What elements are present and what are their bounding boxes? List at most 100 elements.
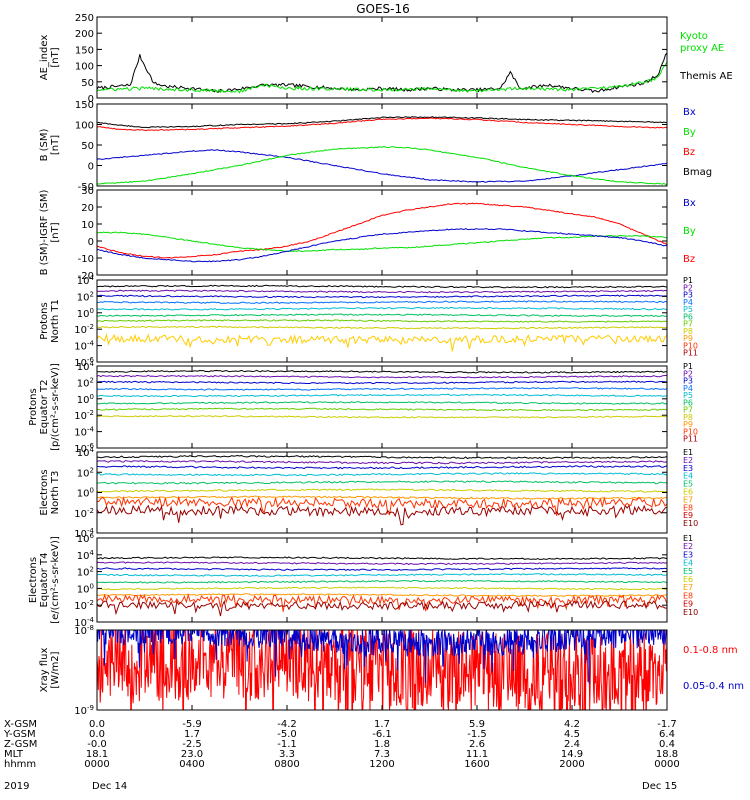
ephemeris-value: -1.1 — [277, 739, 297, 750]
series-line-2 — [97, 231, 667, 252]
ephemeris-value: 1200 — [369, 759, 394, 770]
legend-entry: E9 — [683, 600, 693, 609]
y-axis-label: AE_index — [39, 35, 50, 81]
series-line-e5 — [97, 480, 667, 485]
ephemeris-value: 1.7 — [184, 729, 200, 740]
panel-series — [97, 52, 667, 94]
legend-entry: Bx — [683, 107, 696, 118]
y-tick-label: 150 — [75, 100, 94, 111]
legend-entry: E8 — [683, 503, 693, 512]
legend-entry: E10 — [683, 608, 698, 617]
ephemeris-value: 18.1 — [86, 749, 108, 760]
legend-entry: P2 — [683, 369, 693, 378]
legend-entry: E3 — [683, 550, 693, 559]
legend-entry: P4 — [683, 298, 693, 307]
panel-8: 10-8 10-9 Xray flux [W/m2] 0.1-0.8 nm 0.05-0.… — [39, 624, 744, 717]
series-line-p3 — [97, 380, 667, 385]
y-tick-label: 10-4 — [74, 340, 94, 353]
legend-entry: E6 — [683, 575, 693, 584]
y-tick-label: 104 — [77, 549, 95, 562]
panel-frame — [96, 189, 668, 276]
ephemeris-value: 2000 — [559, 759, 584, 770]
y-axis-label: B (SM) — [39, 128, 50, 161]
ephemeris-value: 18.8 — [656, 749, 678, 760]
ephemeris-value: -2.5 — [182, 739, 202, 750]
legend-entry: P1 — [683, 276, 693, 285]
panel-3: -20 -10 0 10 20 30 B (SM)-IGRF (SM) [nT] Bx By Bz — [39, 186, 696, 282]
x-axis — [96, 17, 668, 710]
y-tick-label: 200 — [75, 29, 94, 40]
ephemeris-value: 3.3 — [279, 749, 295, 760]
legend-entry: P10 — [683, 427, 698, 436]
series-line-0-05-0-4-nm — [97, 630, 667, 684]
series-line-1 — [97, 116, 667, 129]
series-line-1 — [97, 202, 667, 259]
panel-frame — [96, 451, 668, 534]
series-line-p4 — [97, 387, 667, 391]
legend-entry: Themis AE — [679, 71, 733, 82]
y-tick-label: -20 — [78, 271, 94, 282]
panel-5: 104 102 100 10-2 10-4 10-6 Protons Equator T2 [p… — [28, 360, 698, 455]
y-axis-label: [W/m2] — [50, 651, 61, 688]
y-tick-label: 100 — [75, 62, 94, 73]
panel-series — [97, 630, 667, 710]
y-tick-label: 10-6 — [74, 356, 94, 369]
series-line-e6 — [97, 488, 667, 493]
y-axis-label: Equator T4 — [39, 553, 50, 608]
series-line-p4 — [97, 300, 667, 304]
y-tick-label: 50 — [81, 78, 94, 89]
legend-entry: P7 — [683, 320, 693, 329]
legend-entry: P6 — [683, 398, 693, 407]
ephemeris-value: -1.5 — [467, 729, 487, 740]
y-tick-label: 30 — [81, 186, 94, 197]
series-line-e7 — [97, 495, 667, 500]
series-line-p7 — [97, 407, 667, 412]
series-line-3 — [97, 149, 667, 183]
y-axis-label: Protons — [39, 302, 50, 339]
series-line-p8 — [97, 415, 667, 419]
legend-entry: By — [683, 226, 696, 237]
ephemeris-value: -6.1 — [372, 729, 392, 740]
y-tick-label: 10-9 — [74, 704, 94, 717]
ephemeris-value: 4.2 — [564, 719, 580, 730]
chart-title: GOES-16 — [356, 2, 410, 16]
y-tick-label: 102 — [77, 566, 94, 579]
legend-entry: P8 — [683, 327, 693, 336]
y-tick-label: 100 — [77, 582, 94, 595]
y-tick-label: 10-8 — [74, 624, 94, 637]
year-label: 2019 — [4, 781, 29, 792]
y-tick-label: 102 — [77, 376, 94, 389]
ephemeris-value: 7.3 — [374, 749, 390, 760]
legend-entry: P7 — [683, 406, 693, 415]
legend-entry: E3 — [683, 464, 693, 473]
ephemeris-value: -5.0 — [277, 729, 297, 740]
panel-series — [97, 369, 667, 419]
legend-entry: 0.1-0.8 nm — [683, 645, 738, 656]
panel-series — [97, 556, 667, 617]
start-date-label: Dec 14 — [92, 781, 127, 792]
ephemeris-value: 2.6 — [469, 739, 485, 750]
legend-entry: P8 — [683, 413, 693, 422]
ephemeris-row-label: MLT — [4, 749, 24, 760]
ephemeris-row-label: hhmm — [4, 759, 36, 770]
legend-entry: E2 — [683, 542, 693, 551]
ephemeris-value: -1.7 — [657, 719, 677, 730]
y-axis-label: [nT] — [50, 135, 61, 155]
series-line-e3 — [97, 465, 667, 470]
ephemeris-value: 4.5 — [564, 729, 580, 740]
ephemeris-row-label: Z-GSM — [4, 739, 37, 750]
y-tick-label: 106 — [77, 532, 95, 545]
ephemeris-value: -0.0 — [87, 739, 107, 750]
legend-entry: E10 — [683, 519, 698, 528]
legend-entry: P4 — [683, 384, 693, 393]
y-tick-label: 0 — [88, 162, 94, 173]
legend-entry: proxy AE — [680, 43, 724, 54]
ephemeris-row-label: X-GSM — [4, 719, 37, 730]
legend-entry: P11 — [683, 349, 698, 358]
panel-series — [97, 454, 667, 526]
legend-entry: 0.05-0.4 nm — [683, 681, 744, 692]
end-date-label: Dec 15 — [642, 781, 677, 792]
